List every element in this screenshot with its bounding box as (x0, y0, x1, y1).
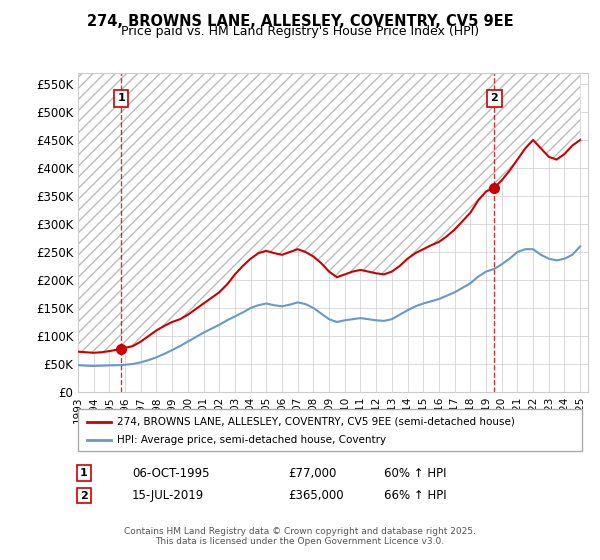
Text: Price paid vs. HM Land Registry's House Price Index (HPI): Price paid vs. HM Land Registry's House … (121, 25, 479, 38)
Text: 66% ↑ HPI: 66% ↑ HPI (384, 489, 446, 502)
Text: 2: 2 (491, 94, 499, 104)
Text: HPI: Average price, semi-detached house, Coventry: HPI: Average price, semi-detached house,… (117, 435, 386, 445)
Text: 1: 1 (80, 468, 88, 478)
Text: 274, BROWNS LANE, ALLESLEY, COVENTRY, CV5 9EE: 274, BROWNS LANE, ALLESLEY, COVENTRY, CV… (86, 14, 514, 29)
Text: 60% ↑ HPI: 60% ↑ HPI (384, 466, 446, 480)
Text: 2: 2 (80, 491, 88, 501)
Text: £77,000: £77,000 (288, 466, 337, 480)
Text: Contains HM Land Registry data © Crown copyright and database right 2025.
This d: Contains HM Land Registry data © Crown c… (124, 526, 476, 546)
Text: £365,000: £365,000 (288, 489, 344, 502)
Text: 15-JUL-2019: 15-JUL-2019 (132, 489, 204, 502)
Text: 06-OCT-1995: 06-OCT-1995 (132, 466, 209, 480)
Text: 1: 1 (117, 94, 125, 104)
Text: 274, BROWNS LANE, ALLESLEY, COVENTRY, CV5 9EE (semi-detached house): 274, BROWNS LANE, ALLESLEY, COVENTRY, CV… (117, 417, 515, 427)
